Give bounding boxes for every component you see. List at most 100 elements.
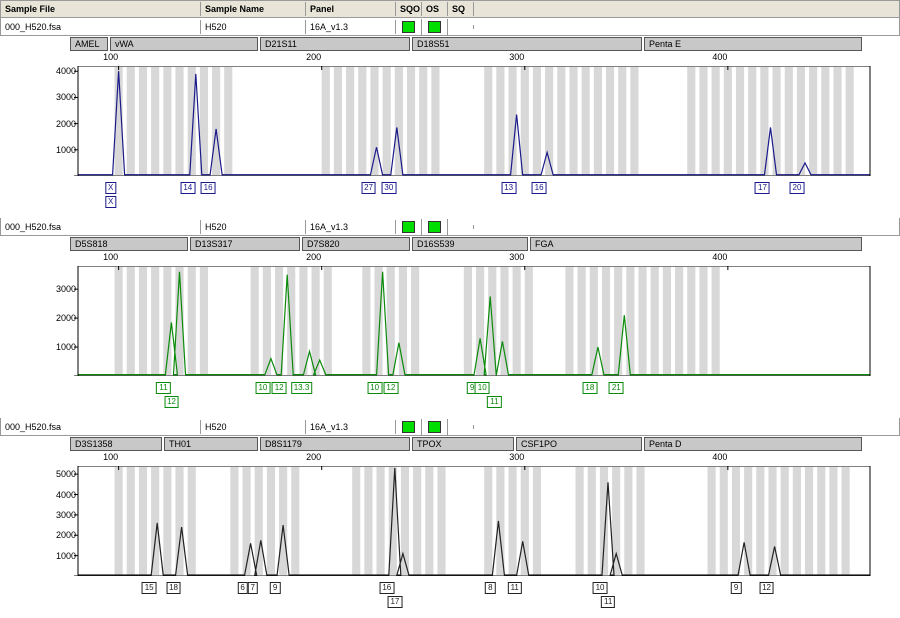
locus-label: TH01 <box>164 437 258 451</box>
allele-call: 11 <box>156 382 170 394</box>
info-file: 000_H520.fsa <box>1 420 201 434</box>
allele-call: X <box>105 196 116 208</box>
allele-call: 12 <box>759 582 774 594</box>
panel-section: 000_H520.fsaH52016A_v1.3D3S1358TH01D8S11… <box>0 418 900 610</box>
x-tick-label: 400 <box>712 452 727 462</box>
allele-call: 12 <box>383 382 398 394</box>
x-tick-label: 300 <box>509 252 524 262</box>
col-panel: Panel <box>306 2 396 16</box>
y-axis-labels: 1000200030004000 <box>16 66 76 176</box>
info-panel: 16A_v1.3 <box>306 20 396 34</box>
green-indicator-icon <box>402 21 415 33</box>
chart-svg <box>8 266 890 376</box>
allele-call: 13.3 <box>291 382 313 394</box>
y-axis-labels: 1000 2000 3000 4000 5000 <box>16 466 76 576</box>
table-header: Sample File Sample Name Panel SQO OS SQ <box>0 0 900 18</box>
locus-label: Penta D <box>644 437 862 451</box>
allele-call: 15 <box>142 582 157 594</box>
allele-call-row: 1711 <box>70 596 900 610</box>
allele-call: 13 <box>501 182 516 194</box>
sq-status <box>448 225 474 229</box>
allele-call: 16 <box>201 182 216 194</box>
x-axis-labels: 100 200 300 400 <box>70 252 900 264</box>
sq-status <box>448 25 474 29</box>
locus-label: D7S820 <box>302 237 410 251</box>
info-file: 000_H520.fsa <box>1 20 201 34</box>
allele-call: 9 <box>270 582 280 594</box>
col-sq: SQ <box>448 2 474 16</box>
electropherogram-chart: 1000200030004000 <box>8 66 892 176</box>
locus-label: TPOX <box>412 437 514 451</box>
allele-call-row: X1416273013161720 <box>70 182 900 196</box>
y-tick-label: 4000 <box>56 490 76 500</box>
x-tick-label: 200 <box>306 52 321 62</box>
locus-label: D18S51 <box>412 37 642 51</box>
allele-call: 16 <box>379 582 394 594</box>
y-tick-label: 3000 <box>56 284 76 294</box>
allele-call: 10 <box>475 382 490 394</box>
info-panel: 16A_v1.3 <box>306 420 396 434</box>
locus-label: D21S11 <box>260 37 410 51</box>
x-tick-label: 100 <box>103 52 118 62</box>
allele-call: 10 <box>593 582 608 594</box>
allele-call: 11 <box>487 396 501 408</box>
locus-row: AMELvWAD21S11D18S51Penta E <box>0 36 900 52</box>
allele-call: 16 <box>532 182 547 194</box>
allele-call-row: 11101213.310129101821 <box>70 382 900 396</box>
x-axis-labels: 100200300400 <box>70 452 900 464</box>
sqo-status <box>396 19 422 35</box>
info-panel: 16A_v1.3 <box>306 220 396 234</box>
col-sample-file: Sample File <box>1 2 201 16</box>
panel-section: 000_H520.fsaH52016A_v1.3D5S818D13S317D7S… <box>0 218 900 410</box>
allele-call: 10 <box>367 382 382 394</box>
green-indicator-icon <box>428 421 441 433</box>
y-tick-label: 2000 <box>56 119 76 129</box>
x-tick-label: 300 <box>509 452 524 462</box>
x-tick-label: 200 <box>306 252 321 262</box>
allele-call: 17 <box>387 596 402 608</box>
info-sample: H520 <box>201 220 306 234</box>
green-indicator-icon <box>428 221 441 233</box>
allele-call-row: 15186791681110912 <box>70 582 900 596</box>
col-sqo: SQO <box>396 2 422 16</box>
locus-label: CSF1PO <box>516 437 642 451</box>
sq-status <box>448 425 474 429</box>
info-sample: H520 <box>201 20 306 34</box>
y-tick-label: 2000 <box>56 313 76 323</box>
locus-label: D8S1179 <box>260 437 410 451</box>
col-sample-name: Sample Name <box>201 2 306 16</box>
allele-call: 8 <box>485 582 495 594</box>
green-indicator-icon <box>402 421 415 433</box>
allele-call: 12 <box>164 396 179 408</box>
green-indicator-icon <box>402 221 415 233</box>
allele-call: 12 <box>272 382 287 394</box>
allele-call: 10 <box>255 382 270 394</box>
allele-call: 14 <box>180 182 195 194</box>
panel-info-row: 000_H520.fsaH52016A_v1.3 <box>0 18 900 36</box>
locus-row: D5S818D13S317D7S820D16S539FGA <box>0 236 900 252</box>
y-tick-label: 1000 <box>56 342 76 352</box>
locus-label: FGA <box>530 237 862 251</box>
y-tick-label: 3000 <box>56 510 76 520</box>
allele-call: 18 <box>166 582 181 594</box>
y-axis-labels: 1000 2000 3000 <box>16 266 76 376</box>
locus-label: Penta E <box>644 37 862 51</box>
allele-call-row: X <box>70 196 900 210</box>
electropherogram-chart: 1000 2000 3000 <box>8 266 892 376</box>
x-tick-label: 100 <box>103 252 118 262</box>
x-axis-labels: 100200300400 <box>70 52 900 64</box>
os-status <box>422 219 448 235</box>
y-tick-label: 2000 <box>56 530 76 540</box>
x-tick-label: 400 <box>712 252 727 262</box>
y-tick-label: 5000 <box>56 469 76 479</box>
allele-call: 11 <box>601 596 615 608</box>
y-tick-label: 1000 <box>56 145 76 155</box>
panel-info-row: 000_H520.fsaH52016A_v1.3 <box>0 218 900 236</box>
allele-call: 27 <box>361 182 376 194</box>
y-tick-label: 1000 <box>56 551 76 561</box>
info-file: 000_H520.fsa <box>1 220 201 234</box>
locus-label: D3S1358 <box>70 437 162 451</box>
allele-call: 7 <box>248 582 258 594</box>
x-tick-label: 200 <box>306 452 321 462</box>
allele-call: 11 <box>508 582 522 594</box>
